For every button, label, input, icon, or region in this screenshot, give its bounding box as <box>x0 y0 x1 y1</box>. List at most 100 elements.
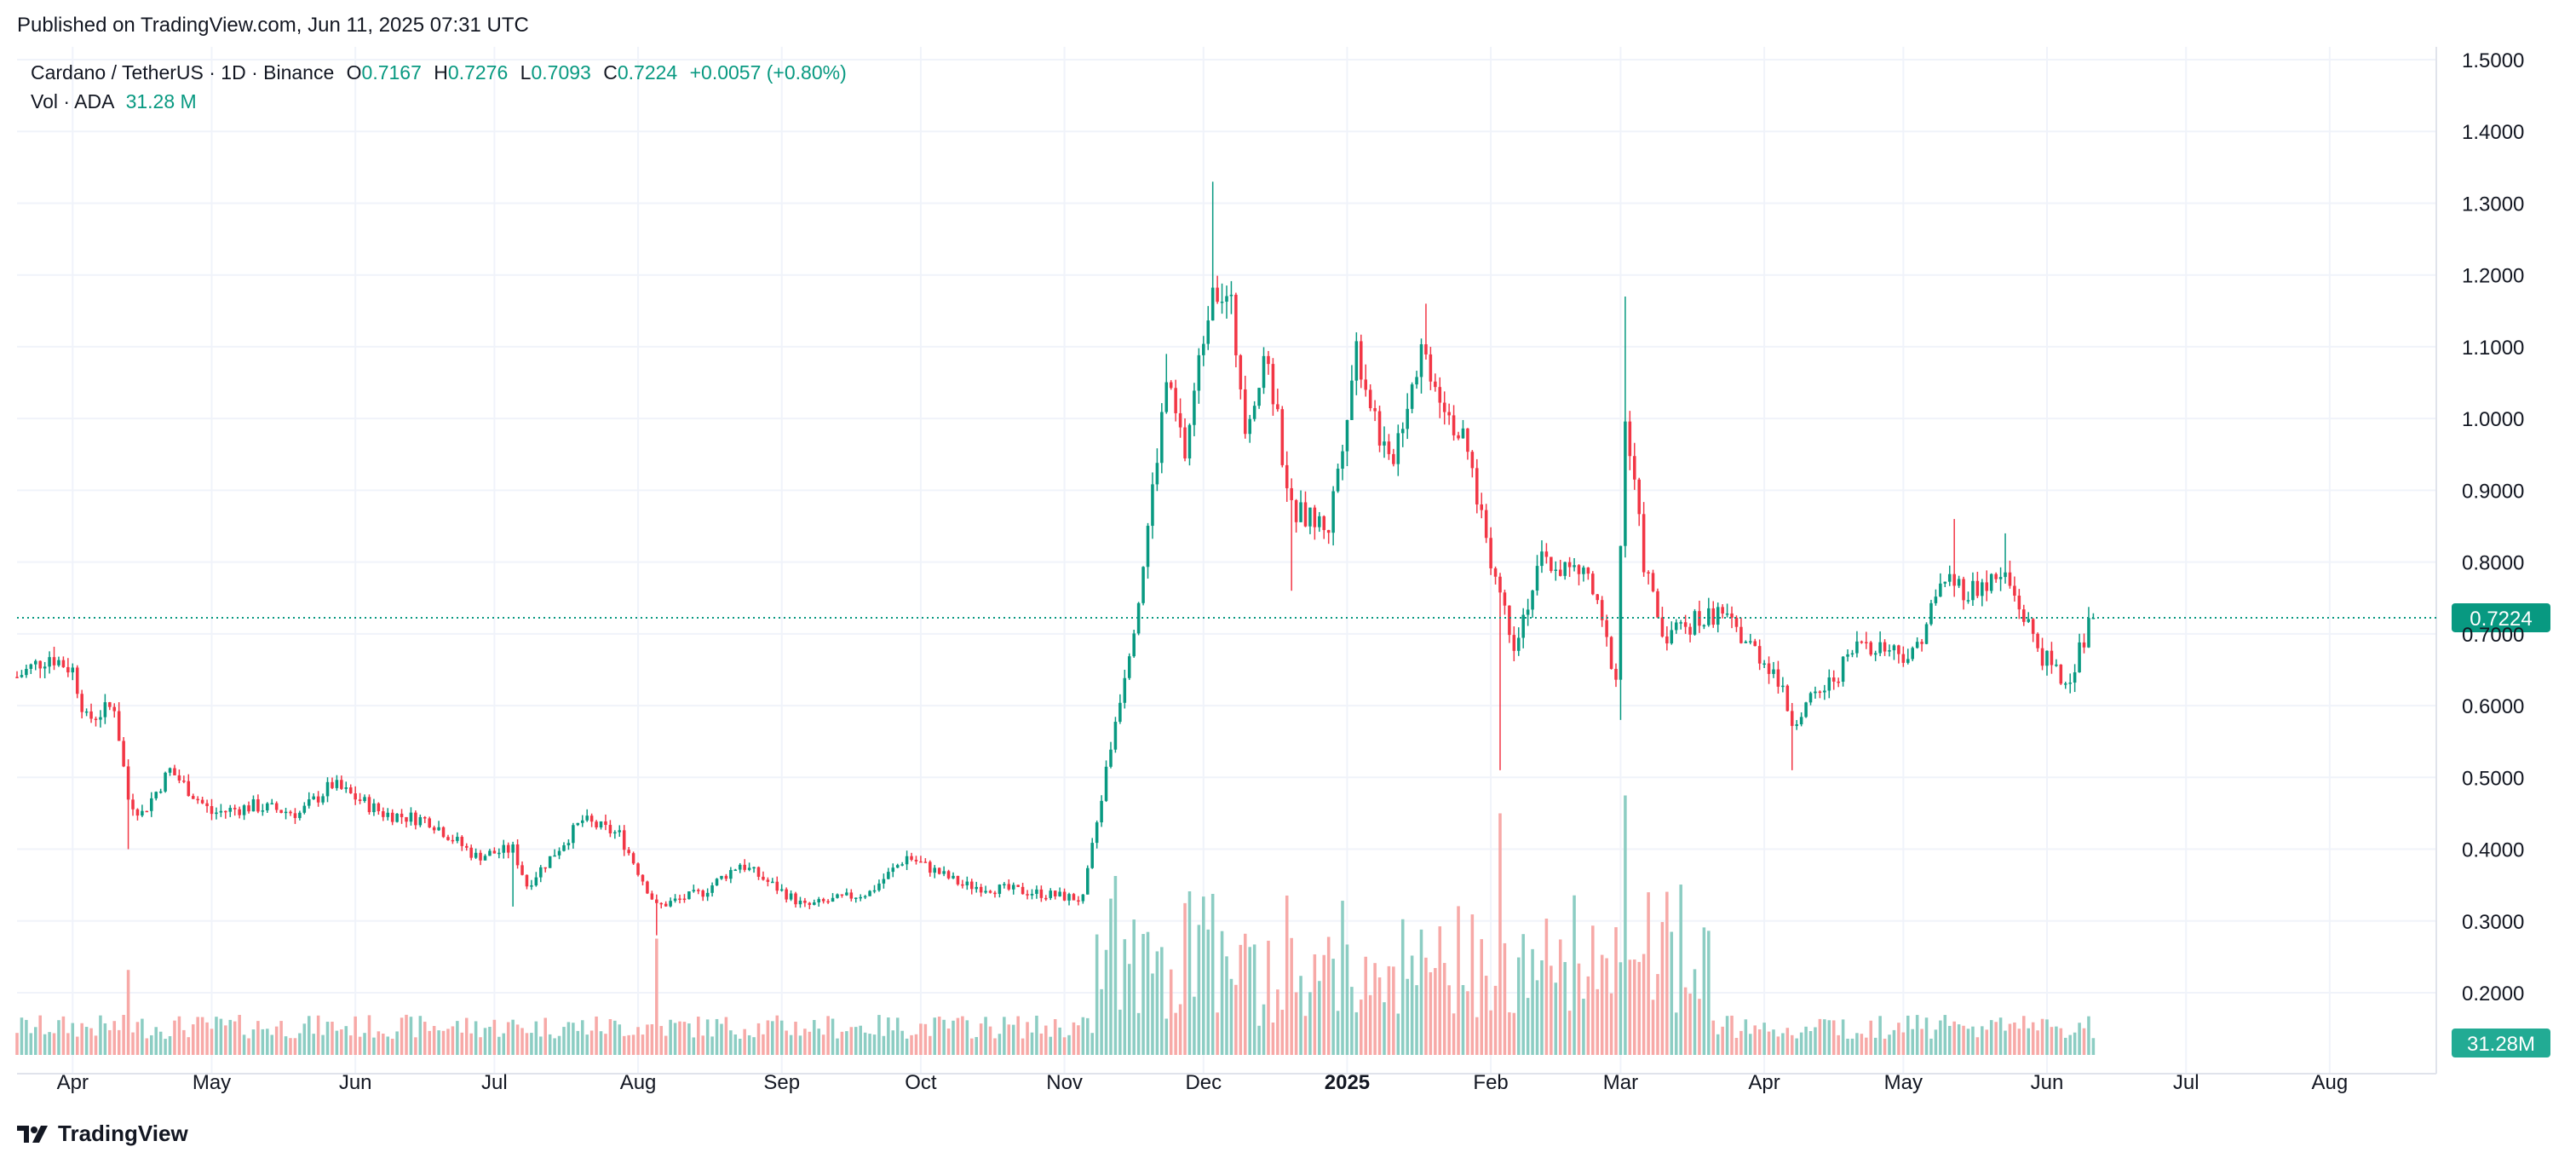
time-tick-label: Oct <box>905 1071 937 1094</box>
candle-body <box>1651 573 1655 591</box>
volume-bar <box>354 1016 357 1055</box>
volume-bar <box>1582 999 1585 1055</box>
tradingview-logo[interactable]: TradingView <box>17 1121 188 1147</box>
volume-bar <box>331 1022 334 1055</box>
candle-body <box>187 781 191 797</box>
volume-bar <box>418 1016 423 1055</box>
volume-bar <box>701 1035 704 1055</box>
candle-body <box>1850 653 1854 655</box>
volume-bar <box>2078 1023 2081 1055</box>
candle-body <box>539 867 543 878</box>
volume-bar <box>48 1032 51 1055</box>
volume-bar <box>1679 885 1682 1055</box>
volume-bar <box>534 1021 538 1055</box>
candle-body <box>1271 364 1275 405</box>
volume-bar <box>358 1036 362 1055</box>
volume-value: 31.28 M <box>125 90 197 112</box>
volume-bar <box>813 1020 816 1055</box>
candle-body <box>25 668 28 676</box>
candle-body <box>618 830 622 833</box>
candle-body <box>196 798 199 801</box>
candle-body <box>836 894 839 898</box>
candle-body <box>701 890 704 897</box>
tradingview-icon <box>17 1125 48 1143</box>
volume-bar <box>543 1017 547 1055</box>
volume-bar <box>1869 1020 1873 1055</box>
candle-body <box>298 812 302 818</box>
volume-bar <box>1753 1025 1757 1055</box>
volume-bar <box>877 1015 881 1055</box>
candle-body <box>1767 663 1771 674</box>
candle-body <box>840 894 844 896</box>
last-volume-badge <box>2452 1029 2550 1057</box>
volume-bar <box>1100 988 1103 1055</box>
candle-body <box>2022 609 2026 622</box>
time-tick-label: Feb <box>1473 1071 1508 1094</box>
candle-body <box>200 799 204 804</box>
volume-bar <box>1127 964 1131 1055</box>
volume-bar <box>826 1016 830 1055</box>
candle-body <box>1285 464 1289 488</box>
candle-body <box>1808 693 1813 703</box>
volume-bar <box>705 1019 710 1055</box>
candle-body <box>1753 641 1757 647</box>
candle-body <box>1757 646 1762 664</box>
volume-bar <box>1526 998 1530 1055</box>
volume-bar <box>400 1017 404 1055</box>
last-volume-label: 31.28M <box>2467 1033 2535 1056</box>
volume-bar <box>1975 1037 1980 1055</box>
time-tick-label: Jun <box>2031 1071 2064 1094</box>
candle-body <box>1591 573 1595 595</box>
volume-bar <box>1952 1021 1956 1055</box>
candle-body <box>1109 749 1113 767</box>
candle-body <box>2059 664 2063 684</box>
candle-body <box>483 856 487 861</box>
candle-body <box>952 875 955 879</box>
volume-bar <box>914 1034 918 1055</box>
volume-bar <box>196 1017 199 1055</box>
volume-bar <box>43 1034 47 1055</box>
volume-bar <box>1656 974 1659 1055</box>
volume-bar <box>1762 1023 1766 1055</box>
candle-body <box>895 865 900 868</box>
candle-body <box>1406 408 1409 429</box>
candle-body <box>1739 626 1743 643</box>
candle-body <box>1679 622 1682 624</box>
time-tick-label: 2025 <box>1325 1071 1370 1094</box>
candle-body <box>1322 516 1326 531</box>
candle-body <box>451 839 455 842</box>
candle-body <box>1837 681 1840 683</box>
volume-bar <box>520 1028 524 1055</box>
candle-body <box>224 810 227 813</box>
volume-bar <box>1225 956 1228 1055</box>
candle-body <box>785 889 788 900</box>
candle-body <box>1062 891 1067 901</box>
candle-body <box>1039 889 1044 898</box>
volume-bar <box>576 1030 580 1055</box>
candle-body <box>1183 427 1187 458</box>
volume-bar <box>1776 1036 1780 1055</box>
candle-body <box>1544 551 1549 557</box>
candle-body <box>1248 418 1251 435</box>
volume-bar <box>298 1033 302 1055</box>
candle-body <box>497 852 501 855</box>
volume-bar <box>1072 1022 1076 1055</box>
candle-body <box>678 898 681 901</box>
volume-bar <box>1688 994 1692 1055</box>
volume-bar <box>1419 929 1423 1055</box>
volume-bar <box>1642 954 1646 1055</box>
candle-body <box>1892 645 1896 651</box>
candle-body <box>1011 885 1015 890</box>
volume-bar <box>247 1038 250 1055</box>
volume-bar <box>1276 989 1279 1055</box>
candle-body <box>1781 685 1785 688</box>
candle-body <box>1994 573 1998 579</box>
volume-bar <box>1160 947 1164 1055</box>
volume-bar <box>1795 1038 1798 1055</box>
volume-bar <box>692 1037 696 1055</box>
candle-body <box>1772 669 1775 674</box>
price-tick-label: 1.4000 <box>2462 121 2524 144</box>
volume-bar <box>952 1020 955 1055</box>
candle-body <box>720 875 723 879</box>
